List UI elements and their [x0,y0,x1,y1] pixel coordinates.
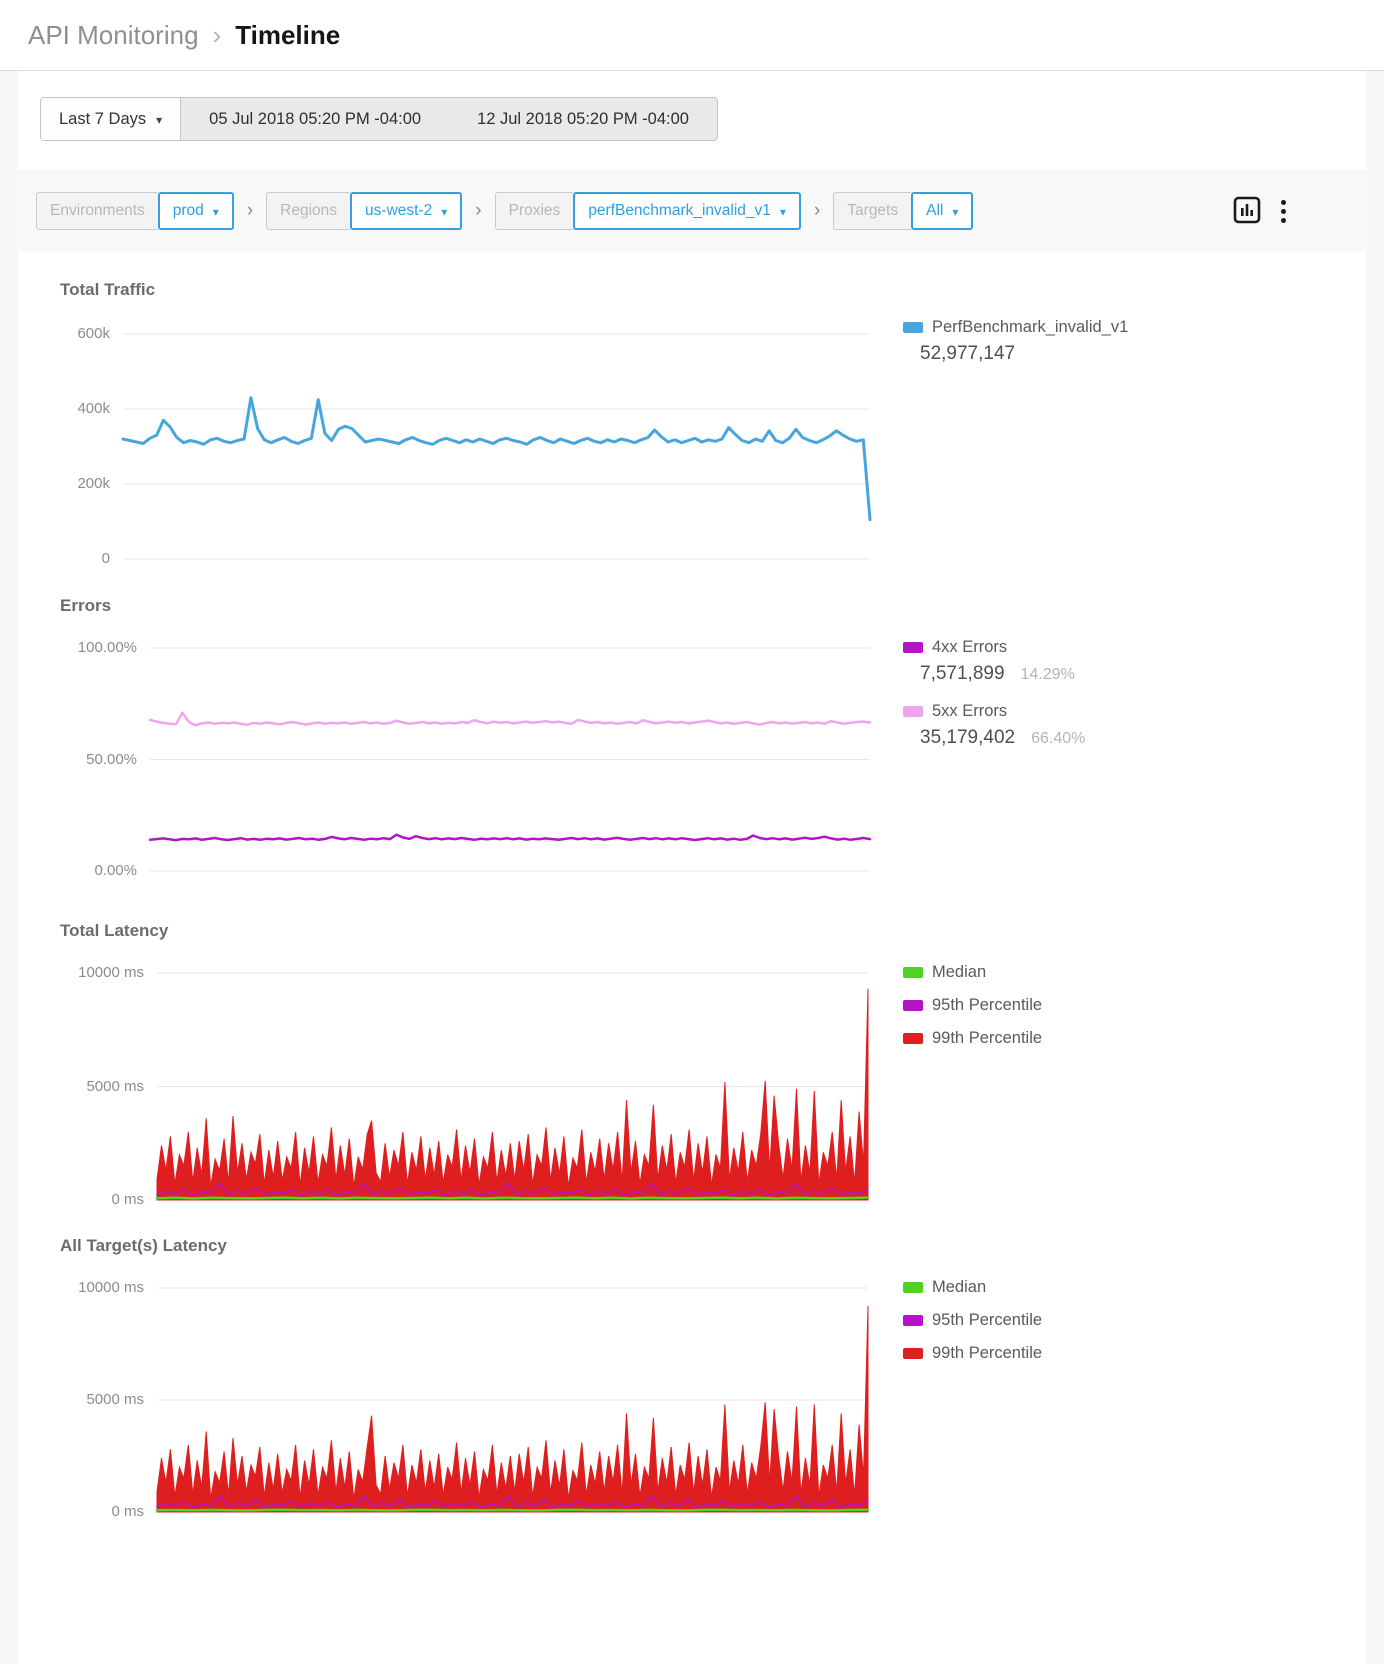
regions-label: Regions [266,192,351,230]
proxies-label: Proxies [494,192,574,230]
all-targets-latency-legend-item: 95th Percentile [903,1311,1042,1330]
legend-label: 4xx Errors [932,638,1008,656]
legend-swatch-icon [903,967,923,978]
legend-label: 95th Percentile [932,1311,1043,1329]
legend-label: PerfBenchmark_invalid_v1 [932,318,1129,336]
caret-down-icon: ▾ [212,205,219,219]
legend-value: 7,571,899 [920,663,1005,684]
total-latency-ytick: 5000 ms [86,1077,144,1095]
all-targets-latency-ytick: 5000 ms [86,1391,144,1408]
charts-panel: Total Traffic 600k 400k 200k 0 PerfBenchmark_… [18,252,1366,1664]
daterange-control: Last 7 Days ▾ 05 Jul 2018 05:20 PM -04:0… [40,97,718,141]
environments-value: prod [172,202,204,219]
targets-dropdown[interactable]: All ▾ [911,192,974,230]
proxies-value: perfBenchmark_invalid_v1 [588,202,771,219]
legend-value: 52,977,147 [920,343,1016,364]
breadcrumb-section[interactable]: API Monitoring [28,19,199,50]
daterange-values: 05 Jul 2018 05:20 PM -04:00 12 Jul 2018 … [181,98,717,140]
legend-label: 99th Percentile [932,1029,1043,1047]
regions-value: us-west-2 [365,202,433,219]
caret-down-icon: ▾ [441,205,448,219]
legend-swatch-icon [903,1000,923,1011]
legend-label: 95th Percentile [932,996,1043,1014]
all-targets-latency-ytick: 0 ms [111,1503,144,1520]
filter-proxies: Proxies perfBenchmark_invalid_v1 ▾ [494,192,801,230]
environments-dropdown[interactable]: prod ▾ [157,192,234,230]
range-preset-dropdown[interactable]: Last 7 Days ▾ [41,98,182,140]
total-traffic-title: Total Traffic [60,280,156,299]
targets-value: All [926,202,944,219]
legend-swatch-icon [903,1315,923,1326]
errors-ytick: 50.00% [86,750,137,768]
start-date-value[interactable]: 05 Jul 2018 05:20 PM -04:00 [209,109,422,128]
legend-percent: 66.40% [1031,730,1086,747]
legend-swatch-icon [903,642,923,653]
filter-environments: Environments prod ▾ [36,192,234,230]
total-traffic-legend-item: PerfBenchmark_invalid_v1 52,977,147 [903,318,1128,365]
errors-title: Errors [60,596,112,615]
chevron-right-icon: › [475,200,482,221]
total-latency-legend-item: 99th Percentile [903,1029,1042,1048]
total-latency-ytick: 10000 ms [78,964,144,981]
page-title: Timeline [235,19,341,50]
range-preset-label: Last 7 Days [59,109,147,128]
legend-label: Median [932,1278,987,1296]
filter-toolbar [1233,196,1290,227]
total-traffic-ytick: 0 [101,550,110,567]
filter-chips: Environments prod ▾ › Regions us-west-2 … [36,192,974,230]
caret-down-icon: ▾ [952,205,959,219]
legend-label: 99th Percentile [932,1344,1043,1362]
end-date-value[interactable]: 12 Jul 2018 05:20 PM -04:00 [477,109,689,128]
all-targets-latency-title: All Target(s) Latency [60,1236,227,1255]
total-latency-plot [155,972,870,1201]
all-targets-latency-ytick: 10000 ms [78,1279,144,1296]
legend-label: Median [932,963,987,981]
total-traffic-ytick: 200k [77,475,110,492]
total-traffic-plot [121,333,872,560]
legend-swatch-icon [903,1033,923,1044]
daterange-section: Last 7 Days ▾ 05 Jul 2018 05:20 PM -04:0… [18,71,1366,170]
total-latency-title: Total Latency [60,921,169,940]
caret-down-icon: ▾ [779,205,786,219]
environments-label: Environments [36,192,158,230]
app-header: API Monitoring › Timeline [0,0,1384,71]
legend-percent: 14.29% [1020,666,1075,683]
bar-chart-icon[interactable] [1233,196,1261,227]
legend-label: 5xx Errors [932,702,1008,720]
legend-swatch-icon [903,1348,923,1359]
all-targets-latency-legend-item: 99th Percentile [903,1344,1042,1363]
legend-swatch-icon [903,706,923,717]
errors-legend-item: 5xx Errors 35,179,402 66.40% [903,702,1085,749]
filter-regions: Regions us-west-2 ▾ [266,192,463,230]
chevron-right-icon: › [813,200,821,221]
caret-down-icon: ▾ [156,113,163,127]
total-traffic-ytick: 400k [77,400,110,417]
errors-plot [148,647,872,872]
legend-swatch-icon [903,322,923,333]
total-latency-legend-item: 95th Percentile [903,996,1042,1015]
filter-targets: Targets All ▾ [833,192,974,230]
errors-ytick: 0.00% [94,862,137,879]
chevron-right-icon: › [246,200,254,221]
total-latency-legend-item: Median [903,963,986,982]
breadcrumb-separator-icon: › [212,19,222,50]
errors-ytick: 100.00% [77,639,137,656]
regions-dropdown[interactable]: us-west-2 ▾ [350,192,463,230]
targets-label: Targets [833,192,912,230]
errors-legend-item: 4xx Errors 7,571,899 14.29% [903,638,1075,685]
legend-value: 35,179,402 [920,727,1016,748]
total-traffic-ytick: 600k [77,325,110,342]
kebab-menu-icon[interactable] [1277,198,1290,225]
proxies-dropdown[interactable]: perfBenchmark_invalid_v1 ▾ [573,192,801,230]
legend-swatch-icon [903,1282,923,1293]
all-targets-latency-legend-item: Median [903,1278,986,1297]
all-targets-latency-plot [155,1287,870,1513]
total-latency-ytick: 0 ms [111,1191,144,1208]
filter-bar: Environments prod ▾ › Regions us-west-2 … [18,170,1366,252]
